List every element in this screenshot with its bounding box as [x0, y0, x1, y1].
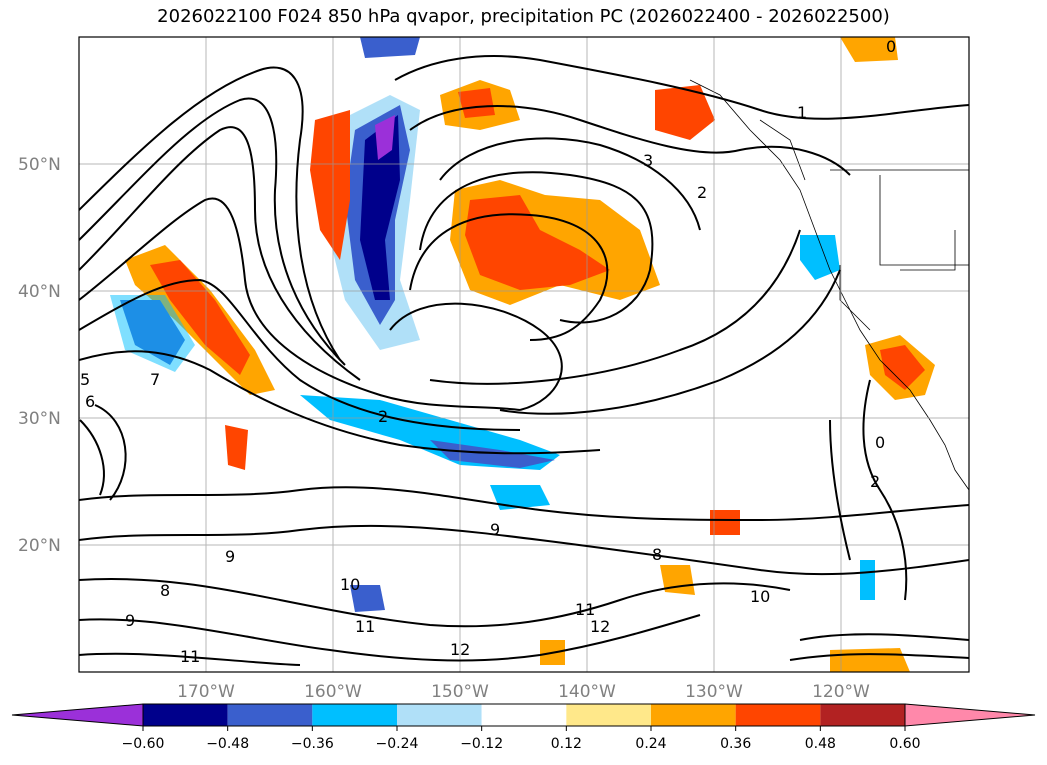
- colorbar-tick-label: −0.36: [291, 736, 334, 752]
- shade-cyan-right1: [860, 560, 875, 600]
- contour-label: 11: [180, 647, 200, 666]
- shade-red-diag: [150, 260, 250, 375]
- contour-label: 11: [575, 600, 595, 619]
- contour-label: 2: [697, 183, 707, 202]
- colorbar-tick-label: 0.60: [889, 736, 920, 752]
- contour-label: 11: [355, 617, 375, 636]
- shade-cyan-coast: [800, 235, 840, 280]
- contour-label: 0: [875, 433, 885, 452]
- contour-label: 9: [490, 520, 500, 539]
- lon-tick-label: 120°W: [812, 682, 870, 702]
- lon-tick-label: 150°W: [431, 682, 489, 702]
- lat-tick-label: 20°N: [18, 536, 61, 556]
- contour-label: 2: [378, 407, 388, 426]
- contour-label: 12: [590, 617, 610, 636]
- colorbar-tick-label: −0.12: [460, 736, 503, 752]
- coastline-layer: [689, 79, 969, 491]
- lon-axis: 170°W 160°W 150°W 140°W 130°W 120°W: [177, 682, 870, 702]
- colorbar-segment: [397, 704, 482, 726]
- contour-label: 1: [797, 103, 807, 122]
- shade-cyan-topleft: [360, 37, 420, 58]
- shade-cyan-mid: [490, 485, 550, 510]
- lon-tick-label: 160°W: [304, 682, 362, 702]
- colorbar-segment: [651, 704, 736, 726]
- contour-label: 8: [652, 545, 662, 564]
- colorbar-extend-low: [11, 703, 144, 727]
- shade-orange-mid: [660, 565, 695, 595]
- colorbar-tick-label: 0.36: [720, 736, 751, 752]
- lat-tick-label: 30°N: [18, 409, 61, 429]
- contour-label: 3: [643, 151, 653, 170]
- colorbar-tick-label: −0.24: [376, 736, 419, 752]
- contour-label: 9: [125, 611, 135, 630]
- chart-title: 2026022100 F024 850 hPa qvapor, precipit…: [157, 6, 890, 27]
- contour-label: 8: [160, 581, 170, 600]
- colorbar-segment: [566, 704, 651, 726]
- colorbar: −0.60 −0.48 −0.36 −0.24 −0.12 0.12 0.24 0.36 0.4…: [11, 703, 1036, 752]
- lon-tick-label: 140°W: [558, 682, 616, 702]
- contour-lines: [79, 55, 969, 666]
- colorbar-border: [142, 703, 906, 727]
- lon-tick-label: 130°W: [685, 682, 743, 702]
- colorbar-segment: [735, 704, 821, 726]
- contour-label: 10: [750, 587, 770, 606]
- contour-label: 2: [870, 472, 880, 491]
- colorbar-segment: [820, 704, 905, 726]
- shade-red-se: [880, 345, 925, 390]
- shade-cyan-small2: [350, 585, 385, 612]
- shade-red-central: [465, 195, 610, 290]
- contour-label: 9: [225, 547, 235, 566]
- shade-orange-bottomright: [830, 648, 910, 672]
- contour-label: 0: [886, 37, 896, 56]
- colorbar-tick-label: −0.60: [122, 736, 165, 752]
- shade-orange-small1: [225, 425, 248, 470]
- plot-border: [78, 36, 970, 673]
- colorbar-extend-high: [904, 703, 1036, 727]
- contour-label: 5: [80, 370, 90, 389]
- colorbar-tick-label: 0.12: [551, 736, 582, 752]
- shade-purple-band: [375, 115, 395, 160]
- colorbar-segment: [143, 704, 228, 726]
- contour-label: 6: [85, 392, 95, 411]
- shade-navy-band: [360, 115, 400, 300]
- shade-cyan-left: [110, 295, 195, 372]
- contour-label: 10: [340, 575, 360, 594]
- contour-labels: 9 10 11 12 11 12 10 9 8 7 6 5 2 3 1 0 2 …: [80, 37, 896, 666]
- colorbar-tick-label: 0.48: [805, 736, 836, 752]
- shade-orange-topright: [840, 37, 898, 62]
- shade-blue-jet: [430, 440, 555, 468]
- lat-tick-label: 40°N: [18, 282, 61, 302]
- colorbar-tick-label: −0.48: [206, 736, 249, 752]
- lon-tick-label: 170°W: [177, 682, 235, 702]
- shade-orange-coast: [655, 85, 715, 140]
- lat-axis: 50°N 40°N 30°N 20°N: [18, 155, 61, 556]
- lat-tick-label: 50°N: [18, 155, 61, 175]
- contour-label: 7: [150, 370, 160, 389]
- colorbar-segment: [312, 704, 397, 726]
- contour-label: 12: [450, 640, 470, 659]
- shading-layer: [110, 37, 935, 672]
- shade-red-top: [458, 88, 495, 118]
- shade-orange-right2: [710, 510, 740, 535]
- gridlines: [79, 37, 969, 672]
- colorbar-segment: [481, 704, 567, 726]
- colorbar-segment: [227, 704, 313, 726]
- shade-orange-band: [310, 110, 350, 260]
- colorbar-tick-label: 0.24: [635, 736, 666, 752]
